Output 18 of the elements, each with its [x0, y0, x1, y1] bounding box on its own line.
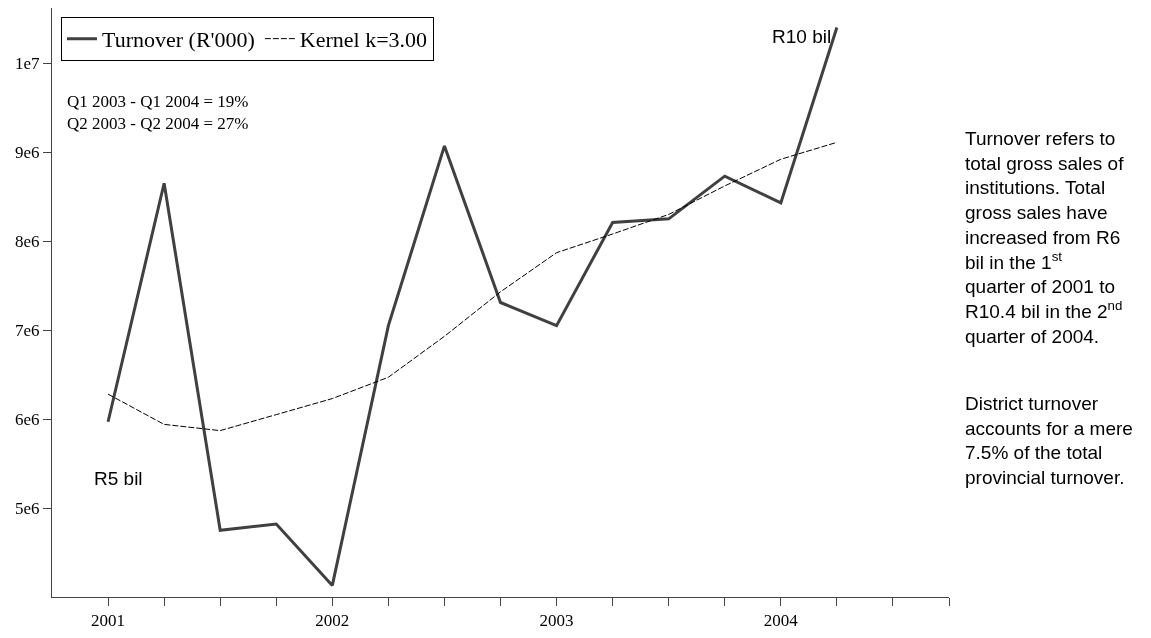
y-tick-label: 6e6: [15, 410, 40, 429]
legend-label: Kernel k=3.00: [299, 27, 428, 53]
annotation: Q1 2003 - Q1 2004 = 19% Q2 2003 - Q2 2004 = 27%: [67, 92, 249, 134]
y-tick-label: 9e6: [15, 143, 40, 163]
text: District turnover accounts for a mere 7.5% of the total provincial turnover.: [965, 393, 1133, 489]
x-tick-label: 2003: [539, 611, 574, 631]
x-tick-label: 2004: [763, 611, 799, 631]
x-tick-label: 2001: [91, 611, 126, 631]
y-tick-label: 1e7: [15, 54, 41, 74]
annotation: R10 bil: [772, 26, 832, 47]
line-series: [107, 141, 838, 432]
y-tick-label: 5e6: [15, 498, 40, 518]
x-tick-label: 2002: [315, 611, 350, 631]
y-tick-label: 8e6: [15, 232, 40, 252]
text: Turnover refers to total gross sales of institutions. Total gross sales have increased from R6 bil in the 1$^{st}$ quarter of 2001 to R10.4 bil in the 2$^{nd}$ quarter of 2004.: [965, 128, 1124, 347]
y-tick-label: 7e6: [15, 321, 40, 341]
legend-label: Turnover (R'000): [101, 27, 255, 53]
annotation: R5 bil: [94, 468, 143, 489]
